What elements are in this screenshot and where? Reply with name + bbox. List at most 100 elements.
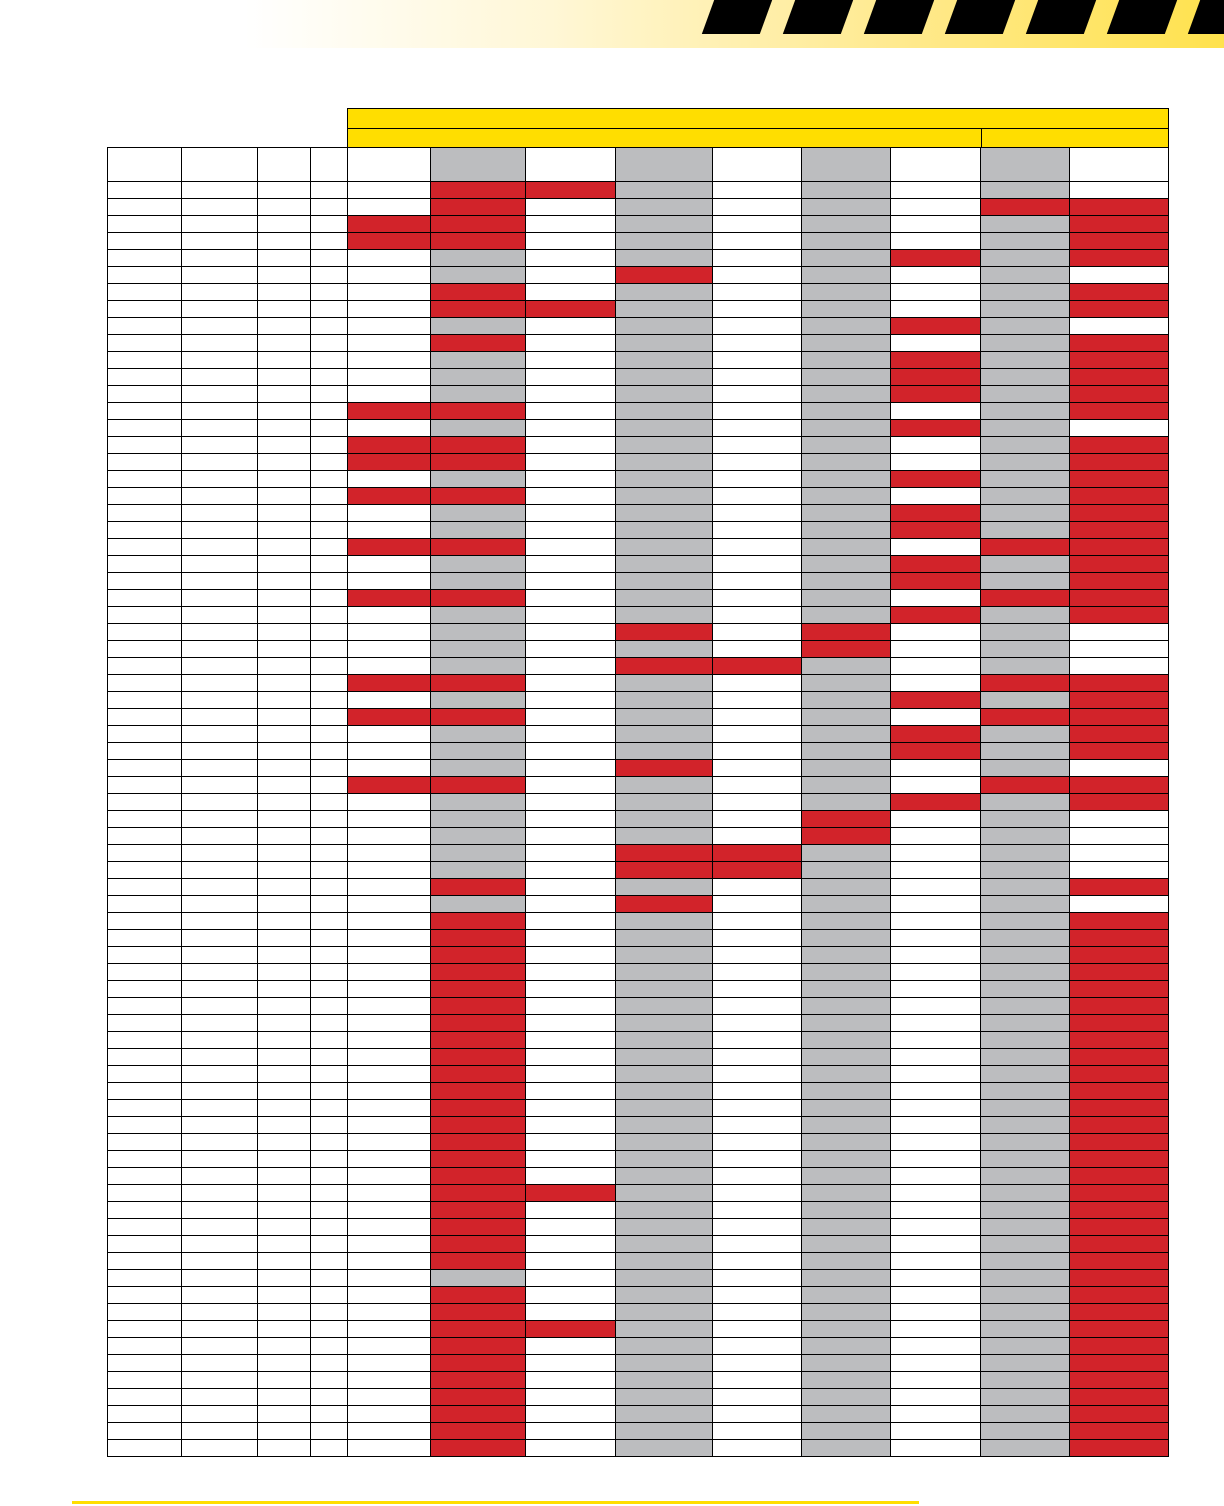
- table-cell: [430, 402, 526, 420]
- table-cell: [107, 1184, 182, 1202]
- table-cell: [525, 1269, 616, 1287]
- table-cell: [980, 895, 1070, 913]
- table-row: [107, 300, 1169, 318]
- table-cell: [890, 1269, 981, 1287]
- table-cell: [181, 929, 258, 947]
- table-cell: [257, 1354, 311, 1372]
- table-cell: [347, 266, 431, 284]
- table-cell: [890, 776, 981, 794]
- table-cell: [712, 793, 802, 811]
- table-cell: [181, 827, 258, 845]
- table-cell: [525, 521, 616, 539]
- table-cell: [615, 946, 713, 964]
- table-row: [107, 1150, 1169, 1168]
- table-cell: [801, 402, 891, 420]
- table-cell: [712, 1082, 802, 1100]
- table-cell: [347, 810, 431, 828]
- table-cell: [257, 657, 311, 675]
- table-cell: [980, 1286, 1070, 1304]
- table-cell: [615, 1235, 713, 1253]
- table-cell: [181, 912, 258, 930]
- table-cell: [257, 691, 311, 709]
- table-cell: [890, 368, 981, 386]
- data-grid: [107, 147, 1169, 1457]
- table-cell: [181, 708, 258, 726]
- table-cell: [257, 606, 311, 624]
- table-cell: [1069, 402, 1169, 420]
- table-cell: [257, 759, 311, 777]
- table-cell: [801, 1082, 891, 1100]
- table-cell: [980, 1099, 1070, 1117]
- table-row: [107, 334, 1169, 352]
- table-cell: [430, 504, 526, 522]
- table-cell: [890, 895, 981, 913]
- table-cell: [181, 436, 258, 454]
- table-cell: [347, 793, 431, 811]
- table-cell: [430, 1065, 526, 1083]
- table-cell: [890, 1065, 981, 1083]
- table-cell: [890, 1354, 981, 1372]
- table-cell: [890, 1048, 981, 1066]
- table-cell: [181, 1218, 258, 1236]
- table-cell: [980, 402, 1070, 420]
- table-cell: [712, 1269, 802, 1287]
- table-cell: [107, 776, 182, 794]
- table-cell: [430, 1167, 526, 1185]
- table-row: [107, 776, 1169, 794]
- table-cell: [801, 521, 891, 539]
- table-cell: [347, 1405, 431, 1423]
- table-cell: [525, 470, 616, 488]
- table-cell: [310, 1252, 348, 1270]
- table-cell: [107, 487, 182, 505]
- table-cell: [310, 1014, 348, 1032]
- table-cell: [980, 997, 1070, 1015]
- table-cell: [347, 419, 431, 437]
- table-cell: [890, 1320, 981, 1338]
- table-cell: [310, 300, 348, 318]
- table-cell: [430, 1218, 526, 1236]
- table-cell: [347, 1065, 431, 1083]
- table-cell: [980, 351, 1070, 369]
- table-cell: [801, 1014, 891, 1032]
- table-cell: [257, 317, 311, 335]
- table-cell: [712, 1099, 802, 1117]
- table-cell: [347, 691, 431, 709]
- table-cell: [181, 1405, 258, 1423]
- table-cell: [525, 504, 616, 522]
- table-cell: [525, 453, 616, 471]
- table-cell: [890, 589, 981, 607]
- table-cell: [1069, 334, 1169, 352]
- table-cell: [980, 385, 1070, 403]
- table-cell: [310, 470, 348, 488]
- table-cell: [347, 1184, 431, 1202]
- table-cell: [801, 436, 891, 454]
- table-cell: [310, 589, 348, 607]
- table-cell: [801, 419, 891, 437]
- table-cell: [1069, 317, 1169, 335]
- table-cell: [890, 555, 981, 573]
- table-cell: [347, 572, 431, 590]
- table-row: [107, 181, 1169, 199]
- table-cell: [181, 419, 258, 437]
- table-cell: [801, 1252, 891, 1270]
- table-row: [107, 1269, 1169, 1287]
- table-cell: [107, 1337, 182, 1355]
- table-cell: [310, 997, 348, 1015]
- table-cell: [347, 1031, 431, 1049]
- table-row: [107, 1303, 1169, 1321]
- table-cell: [430, 555, 526, 573]
- table-row: [107, 742, 1169, 760]
- table-cell: [615, 402, 713, 420]
- table-cell: [525, 793, 616, 811]
- table-row: [107, 827, 1169, 845]
- table-row: [107, 963, 1169, 981]
- table-cell: [430, 1252, 526, 1270]
- table-cell: [257, 181, 311, 199]
- table-cell: [310, 1371, 348, 1389]
- table-cell: [801, 929, 891, 947]
- table-cell: [801, 1320, 891, 1338]
- table-cell: [347, 538, 431, 556]
- table-cell: [310, 1405, 348, 1423]
- table-cell: [980, 317, 1070, 335]
- table-cell: [801, 300, 891, 318]
